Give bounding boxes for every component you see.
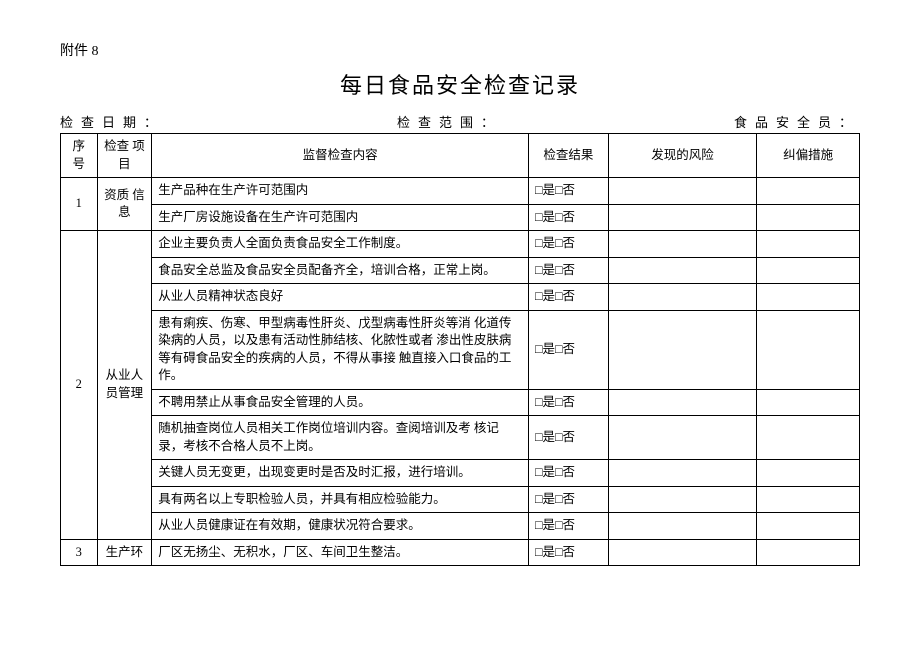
cell-seq: 2 (61, 231, 98, 540)
cell-risk (608, 389, 756, 416)
cell-risk (608, 416, 756, 460)
cell-risk (608, 460, 756, 487)
cell-result: □是□否 (528, 178, 608, 205)
meta-date-label: 检查日期： (60, 112, 165, 131)
header-risk: 发现的风险 (608, 134, 756, 178)
cell-content: 从业人员健康证在有效期，健康状况符合要求。 (152, 513, 529, 540)
cell-content: 患有痢疾、伤寒、甲型病毒性肝炎、戊型病毒性肝炎等消 化道传染病的人员，以及患有活… (152, 310, 529, 389)
meta-scope-label: 检查范围： (397, 112, 502, 131)
cell-measure (757, 178, 860, 205)
cell-result: □是□否 (528, 389, 608, 416)
cell-result: □是□否 (528, 513, 608, 540)
table-row: 1资质 信息生产品种在生产许可范围内□是□否 (61, 178, 860, 205)
cell-measure (757, 204, 860, 231)
cell-category: 资质 信息 (97, 178, 152, 231)
header-measure: 纠偏措施 (757, 134, 860, 178)
cell-measure (757, 416, 860, 460)
cell-result: □是□否 (528, 284, 608, 311)
table-row: 患有痢疾、伤寒、甲型病毒性肝炎、戊型病毒性肝炎等消 化道传染病的人员，以及患有活… (61, 310, 860, 389)
table-row: 食品安全总监及食品安全员配备齐全，培训合格，正常上岗。□是□否 (61, 257, 860, 284)
table-row: 具有两名以上专职检验人员，并具有相应检验能力。□是□否 (61, 486, 860, 513)
table-header-row: 序号 检查 项目 监督检查内容 检查结果 发现的风险 纠偏措施 (61, 134, 860, 178)
table-row: 生产厂房设施设备在生产许可范围内□是□否 (61, 204, 860, 231)
cell-content: 具有两名以上专职检验人员，并具有相应检验能力。 (152, 486, 529, 513)
cell-result: □是□否 (528, 539, 608, 566)
cell-risk (608, 231, 756, 258)
table-row: 从业人员精神状态良好□是□否 (61, 284, 860, 311)
meta-officer-label: 食品安全员： (734, 112, 860, 131)
header-content: 监督检查内容 (152, 134, 529, 178)
cell-measure (757, 460, 860, 487)
cell-measure (757, 231, 860, 258)
cell-measure (757, 257, 860, 284)
cell-result: □是□否 (528, 204, 608, 231)
cell-content: 生产品种在生产许可范围内 (152, 178, 529, 205)
inspection-table: 序号 检查 项目 监督检查内容 检查结果 发现的风险 纠偏措施 1资质 信息生产… (60, 133, 860, 566)
cell-risk (608, 257, 756, 284)
cell-risk (608, 284, 756, 311)
cell-measure (757, 486, 860, 513)
cell-content: 关键人员无变更，出现变更时是否及时汇报，进行培训。 (152, 460, 529, 487)
cell-measure (757, 310, 860, 389)
cell-result: □是□否 (528, 416, 608, 460)
cell-content: 从业人员精神状态良好 (152, 284, 529, 311)
table-row: 从业人员健康证在有效期，健康状况符合要求。□是□否 (61, 513, 860, 540)
cell-content: 企业主要负责人全面负责食品安全工作制度。 (152, 231, 529, 258)
cell-result: □是□否 (528, 231, 608, 258)
cell-content: 厂区无扬尘、无积水，厂区、车间卫生整洁。 (152, 539, 529, 566)
cell-measure (757, 284, 860, 311)
cell-result: □是□否 (528, 257, 608, 284)
meta-row: 检查日期： 检查范围： 食品安全员： (60, 112, 860, 131)
cell-risk (608, 310, 756, 389)
table-row: 不聘用禁止从事食品安全管理的人员。□是□否 (61, 389, 860, 416)
header-category: 检查 项目 (97, 134, 152, 178)
cell-risk (608, 204, 756, 231)
cell-content: 食品安全总监及食品安全员配备齐全，培训合格，正常上岗。 (152, 257, 529, 284)
header-result: 检查结果 (528, 134, 608, 178)
cell-measure (757, 513, 860, 540)
cell-content: 不聘用禁止从事食品安全管理的人员。 (152, 389, 529, 416)
table-row: 2从业人员管理企业主要负责人全面负责食品安全工作制度。□是□否 (61, 231, 860, 258)
table-row: 关键人员无变更，出现变更时是否及时汇报，进行培训。□是□否 (61, 460, 860, 487)
cell-content: 随机抽查岗位人员相关工作岗位培训内容。查阅培训及考 核记录，考核不合格人员不上岗… (152, 416, 529, 460)
cell-result: □是□否 (528, 460, 608, 487)
cell-measure (757, 539, 860, 566)
attachment-label: 附件 8 (60, 40, 860, 60)
cell-category: 生产环 (97, 539, 152, 566)
cell-result: □是□否 (528, 310, 608, 389)
cell-measure (757, 389, 860, 416)
cell-result: □是□否 (528, 486, 608, 513)
cell-content: 生产厂房设施设备在生产许可范围内 (152, 204, 529, 231)
cell-risk (608, 178, 756, 205)
table-row: 随机抽查岗位人员相关工作岗位培训内容。查阅培训及考 核记录，考核不合格人员不上岗… (61, 416, 860, 460)
cell-seq: 1 (61, 178, 98, 231)
cell-risk (608, 486, 756, 513)
header-seq: 序号 (61, 134, 98, 178)
table-row: 3生产环厂区无扬尘、无积水，厂区、车间卫生整洁。□是□否 (61, 539, 860, 566)
cell-risk (608, 539, 756, 566)
cell-seq: 3 (61, 539, 98, 566)
cell-risk (608, 513, 756, 540)
page-title: 每日食品安全检查记录 (60, 68, 860, 100)
cell-category: 从业人员管理 (97, 231, 152, 540)
